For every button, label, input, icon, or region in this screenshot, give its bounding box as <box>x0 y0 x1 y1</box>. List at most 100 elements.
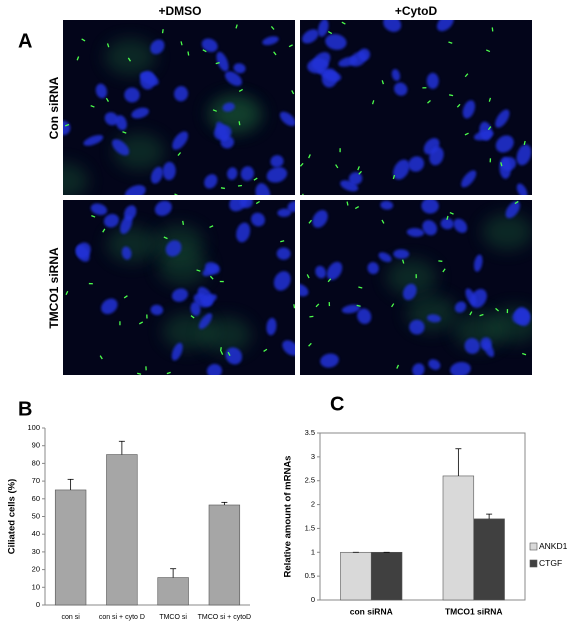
x-tick-label: TMCO si + cytoD <box>198 614 251 621</box>
x-tick-label: TMCO si <box>159 614 187 621</box>
error-bar <box>67 478 74 490</box>
y-tick-label: 2.5 <box>305 476 315 485</box>
nucleus <box>112 139 130 156</box>
nucleus <box>279 111 295 127</box>
cilium <box>182 220 185 225</box>
cilium <box>209 225 214 229</box>
cilium <box>263 348 268 352</box>
nucleus <box>104 112 119 126</box>
cilium <box>381 219 385 224</box>
nucleus <box>320 353 339 368</box>
nucleus <box>412 363 425 375</box>
cilium <box>209 275 214 280</box>
nucleus <box>101 298 118 315</box>
nucleus <box>222 102 235 112</box>
cilium <box>396 364 400 369</box>
nucleus <box>172 131 189 150</box>
nucleus <box>325 33 347 50</box>
cilium <box>180 41 183 46</box>
cilium <box>448 41 453 44</box>
nucleus <box>287 201 295 213</box>
cytoplasm <box>114 133 165 170</box>
cilium <box>464 132 469 136</box>
column-title: +CytoD <box>395 4 438 18</box>
nucleus <box>315 265 327 279</box>
y-tick-label: 60 <box>32 494 40 503</box>
nucleus <box>240 166 254 181</box>
nucleus <box>383 20 402 32</box>
nucleus <box>262 36 279 46</box>
nucleus <box>324 71 342 82</box>
micrographs <box>63 20 532 375</box>
nucleus <box>391 69 401 81</box>
nucleus <box>406 227 425 237</box>
nucleus <box>307 58 329 74</box>
legend-label: ANKD1 <box>539 541 568 551</box>
nucleus <box>302 29 319 44</box>
cilium <box>335 164 339 169</box>
y-tick-label: 20 <box>32 565 40 574</box>
bar <box>106 454 138 606</box>
nucleus <box>408 156 425 172</box>
cilium <box>522 352 527 356</box>
nucleus <box>300 283 309 297</box>
y-tick-label: 0.5 <box>305 571 315 580</box>
cilium <box>137 372 142 375</box>
cilium <box>174 193 179 195</box>
nucleus <box>63 120 71 136</box>
error-bar <box>221 501 228 505</box>
nucleus <box>201 38 218 52</box>
cilium <box>196 269 201 272</box>
nucleus <box>255 183 271 195</box>
y-tick-label: 70 <box>32 476 40 485</box>
nucleus <box>150 304 164 316</box>
cells <box>63 24 295 195</box>
legend-swatch <box>529 559 538 568</box>
cilium <box>357 166 360 171</box>
cilium <box>177 152 182 156</box>
cilium <box>358 286 363 289</box>
y-tick-label: 1 <box>311 547 315 556</box>
nucleus <box>150 39 165 55</box>
nucleus <box>450 361 471 375</box>
nucleus <box>76 242 91 259</box>
nucleus <box>165 240 182 257</box>
nucleus <box>317 20 329 37</box>
x-tick-label: TMCO1 siRNA <box>445 606 503 616</box>
cilium <box>341 21 346 25</box>
cilium <box>500 162 503 167</box>
nucleus <box>461 170 477 188</box>
cilium <box>163 236 168 240</box>
nucleus <box>426 72 439 89</box>
nucleus <box>378 252 392 263</box>
nucleus <box>124 185 146 195</box>
row-title: TMCO1 siRNA <box>47 247 61 329</box>
cytoplasm <box>106 226 157 263</box>
bar <box>54 489 87 606</box>
cilium <box>358 170 362 175</box>
charts: Ciliated cells (%)0102030405060708090100… <box>7 423 568 621</box>
cilium <box>427 99 431 104</box>
y-tick-label: 3 <box>311 452 315 461</box>
cilium <box>523 140 526 146</box>
nucleus <box>273 271 291 291</box>
x-tick-label: con si <box>61 614 80 621</box>
nucleus <box>465 288 477 306</box>
cilium <box>401 259 405 264</box>
cilium <box>327 278 332 283</box>
cilium <box>127 57 132 62</box>
nucleus <box>348 172 363 185</box>
y-tick-label: 80 <box>32 458 40 467</box>
nucleus <box>341 304 361 314</box>
cilium <box>270 26 275 30</box>
bar <box>340 551 372 601</box>
nucleus <box>90 203 108 216</box>
nucleus <box>473 254 483 272</box>
cilium <box>102 228 106 233</box>
nucleus <box>495 135 514 153</box>
cilium <box>202 49 207 53</box>
cilium <box>485 49 491 53</box>
cilium <box>300 162 304 167</box>
nucleus <box>83 134 104 146</box>
